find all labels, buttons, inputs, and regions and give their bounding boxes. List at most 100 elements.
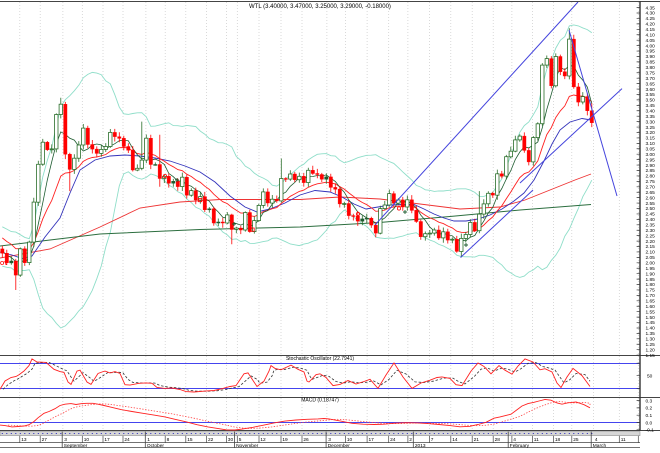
svg-text:2.15: 2.15 bbox=[646, 244, 656, 250]
svg-text:2.40: 2.40 bbox=[646, 217, 656, 223]
svg-text:February: February bbox=[510, 443, 530, 448]
svg-text:5: 5 bbox=[239, 437, 242, 443]
svg-text:3.00: 3.00 bbox=[646, 152, 656, 158]
svg-text:4.15: 4.15 bbox=[646, 27, 656, 33]
svg-text:22: 22 bbox=[208, 437, 214, 443]
svg-text:October: October bbox=[147, 443, 164, 448]
svg-text:November: November bbox=[236, 443, 259, 448]
svg-text:2.70: 2.70 bbox=[646, 184, 656, 190]
svg-text:1.70: 1.70 bbox=[646, 293, 656, 299]
svg-text:3.70: 3.70 bbox=[646, 76, 656, 82]
svg-text:2.05: 2.05 bbox=[646, 255, 656, 261]
svg-text:26: 26 bbox=[303, 437, 309, 443]
svg-text:1.25: 1.25 bbox=[646, 342, 656, 348]
svg-text:2.25: 2.25 bbox=[646, 233, 656, 239]
svg-text:4.30: 4.30 bbox=[646, 11, 656, 17]
svg-text:Stochastic Oscillator (22.7941: Stochastic Oscillator (22.7941) bbox=[286, 356, 354, 362]
svg-text:2.50: 2.50 bbox=[646, 206, 656, 212]
svg-text:25: 25 bbox=[573, 437, 579, 443]
svg-text:2.00: 2.00 bbox=[646, 261, 656, 267]
svg-text:0.3: 0.3 bbox=[646, 398, 653, 404]
svg-text:0.0: 0.0 bbox=[646, 420, 653, 426]
svg-text:1.20: 1.20 bbox=[646, 347, 656, 353]
svg-text:2.90: 2.90 bbox=[646, 163, 656, 169]
svg-text:2013: 2013 bbox=[415, 443, 426, 448]
svg-text:10: 10 bbox=[84, 437, 90, 443]
svg-text:1.45: 1.45 bbox=[646, 320, 656, 326]
svg-text:14: 14 bbox=[452, 437, 458, 443]
svg-text:3.55: 3.55 bbox=[646, 92, 656, 98]
svg-text:1.85: 1.85 bbox=[646, 277, 656, 283]
svg-text:1: 1 bbox=[147, 437, 150, 443]
svg-text:3.50: 3.50 bbox=[646, 98, 656, 104]
svg-text:50: 50 bbox=[647, 373, 653, 379]
svg-text:4.00: 4.00 bbox=[646, 43, 656, 49]
svg-text:December: December bbox=[328, 443, 351, 448]
svg-text:2.85: 2.85 bbox=[646, 168, 656, 174]
svg-text:3.95: 3.95 bbox=[646, 49, 656, 55]
svg-text:1.75: 1.75 bbox=[646, 288, 656, 294]
svg-text:September: September bbox=[64, 443, 88, 448]
svg-text:11: 11 bbox=[534, 437, 539, 443]
svg-text:1.35: 1.35 bbox=[646, 331, 656, 337]
svg-text:3.35: 3.35 bbox=[646, 114, 656, 120]
svg-text:1.65: 1.65 bbox=[646, 299, 656, 305]
svg-text:2.30: 2.30 bbox=[646, 228, 656, 234]
svg-text:17: 17 bbox=[369, 437, 375, 443]
svg-text:2.95: 2.95 bbox=[646, 157, 656, 163]
svg-text:19: 19 bbox=[282, 437, 288, 443]
svg-text:MACD (0.18747): MACD (0.18747) bbox=[301, 398, 339, 404]
svg-text:WTL (3.40000, 3.47000, 3.25000: WTL (3.40000, 3.47000, 3.25000, 3.29000,… bbox=[249, 4, 391, 10]
svg-text:2.20: 2.20 bbox=[646, 239, 656, 245]
svg-text:21: 21 bbox=[474, 437, 480, 443]
svg-text:17: 17 bbox=[104, 437, 110, 443]
svg-text:24: 24 bbox=[390, 437, 396, 443]
svg-text:3.90: 3.90 bbox=[646, 54, 656, 60]
svg-text:4: 4 bbox=[595, 437, 598, 443]
svg-text:2.65: 2.65 bbox=[646, 190, 656, 196]
svg-text:3.65: 3.65 bbox=[646, 81, 656, 87]
svg-text:2.35: 2.35 bbox=[646, 223, 656, 229]
svg-text:4.05: 4.05 bbox=[646, 38, 656, 44]
svg-text:1.90: 1.90 bbox=[646, 271, 656, 277]
svg-text:OV: OV bbox=[0, 261, 8, 267]
svg-text:3.25: 3.25 bbox=[646, 125, 656, 131]
svg-text:4: 4 bbox=[513, 437, 516, 443]
svg-text:2.10: 2.10 bbox=[646, 250, 656, 256]
svg-text:4.35: 4.35 bbox=[646, 5, 656, 11]
svg-text:3.45: 3.45 bbox=[646, 103, 656, 109]
svg-text:3.75: 3.75 bbox=[646, 70, 656, 76]
svg-text:24: 24 bbox=[124, 437, 130, 443]
svg-text:1.55: 1.55 bbox=[646, 309, 656, 315]
svg-text:3.80: 3.80 bbox=[646, 65, 656, 71]
svg-text:-0.1: -0.1 bbox=[646, 428, 655, 434]
svg-text:8: 8 bbox=[167, 437, 170, 443]
svg-text:28: 28 bbox=[495, 437, 501, 443]
svg-text:1.15: 1.15 bbox=[646, 353, 656, 359]
svg-text:2.80: 2.80 bbox=[646, 174, 656, 180]
svg-text:3.40: 3.40 bbox=[646, 108, 656, 114]
svg-text:2.75: 2.75 bbox=[646, 179, 656, 185]
svg-text:1.40: 1.40 bbox=[646, 326, 656, 332]
svg-text:3.05: 3.05 bbox=[646, 146, 656, 152]
svg-text:3.15: 3.15 bbox=[646, 136, 656, 142]
svg-text:0.1: 0.1 bbox=[646, 413, 653, 419]
svg-text:2.45: 2.45 bbox=[646, 212, 656, 218]
svg-text:3.30: 3.30 bbox=[646, 119, 656, 125]
svg-text:4.10: 4.10 bbox=[646, 32, 656, 38]
svg-text:4.25: 4.25 bbox=[646, 16, 656, 22]
svg-text:10: 10 bbox=[347, 437, 353, 443]
svg-text:15: 15 bbox=[187, 437, 193, 443]
svg-text:1.60: 1.60 bbox=[646, 304, 656, 310]
svg-text:2.55: 2.55 bbox=[646, 201, 656, 207]
svg-text:1.30: 1.30 bbox=[646, 337, 656, 343]
svg-text:18: 18 bbox=[555, 437, 561, 443]
svg-text:March: March bbox=[593, 443, 607, 448]
svg-text:27: 27 bbox=[42, 437, 48, 443]
svg-text:3.60: 3.60 bbox=[646, 87, 656, 93]
svg-text:3.20: 3.20 bbox=[646, 130, 656, 136]
svg-text:1.50: 1.50 bbox=[646, 315, 656, 321]
svg-text:1.95: 1.95 bbox=[646, 266, 656, 272]
svg-text:3: 3 bbox=[64, 437, 67, 443]
svg-text:13: 13 bbox=[21, 437, 27, 443]
